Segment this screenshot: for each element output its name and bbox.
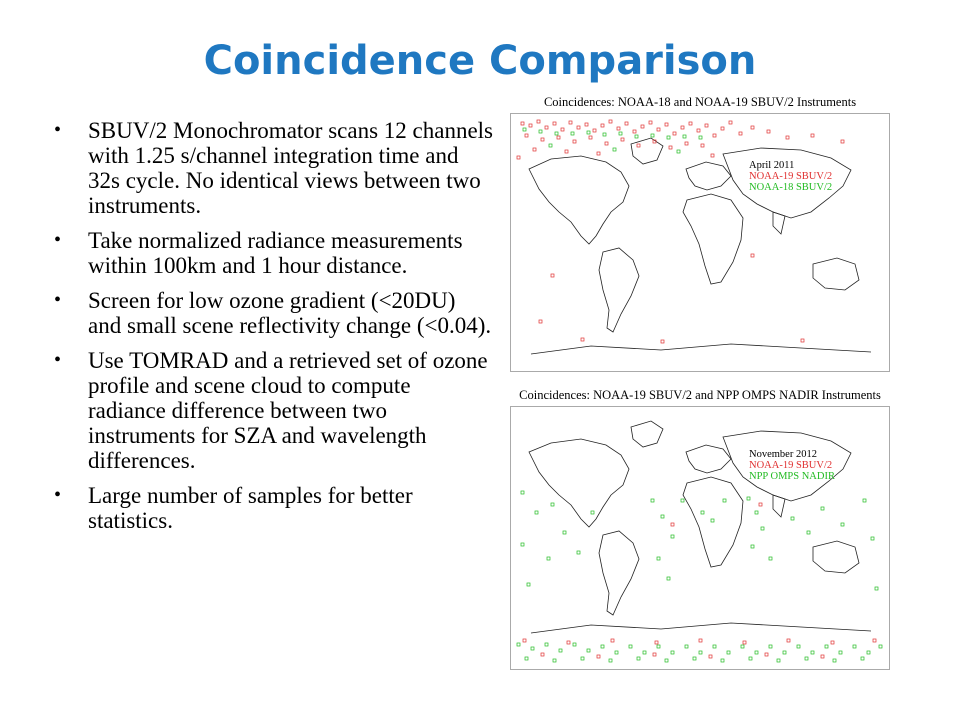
map-legend: November 2012 NOAA-19 SBUV/2 NPP OMPS NA… [749, 449, 835, 482]
bullet-dot: • [54, 229, 62, 251]
bullet-text: Screen for low ozone gradient (<20DU) an… [88, 288, 492, 338]
map-title: Coincidences: NOAA-19 SBUV/2 and NPP OMP… [519, 388, 881, 402]
world-map-image [516, 420, 883, 663]
legend-date: November 2012 [749, 449, 817, 460]
bullet-text: Large number of samples for better stati… [88, 483, 413, 533]
map-legend: April 2011 NOAA-19 SBUV/2 NOAA-18 SBUV/2 [749, 160, 832, 193]
map-frame: November 2012 NOAA-19 SBUV/2 NPP OMPS NA… [510, 406, 890, 670]
map-title: Coincidences: NOAA-18 and NOAA-19 SBUV/2… [543, 95, 857, 109]
world-map-image [516, 119, 872, 355]
map-frame: April 2011 NOAA-19 SBUV/2 NOAA-18 SBUV/2 [510, 113, 890, 372]
bullet-dot: • [54, 484, 62, 506]
bullet-item: • SBUV/2 Monochromator scans 12 channels … [54, 118, 494, 218]
bullet-text: SBUV/2 Monochromator scans 12 channels w… [88, 118, 493, 218]
bullet-item: • Take normalized radiance measurements w… [54, 228, 494, 278]
legend-green-series: NPP OMPS NADIR [749, 471, 835, 482]
bullet-dot: • [54, 349, 62, 371]
bullet-item: • Screen for low ozone gradient (<20DU) a… [54, 288, 494, 338]
bullet-list: • SBUV/2 Monochromator scans 12 channels … [54, 118, 494, 543]
coincidence-map-noaa19-npp: Coincidences: NOAA-19 SBUV/2 and NPP OMP… [510, 388, 890, 670]
bullet-text: Take normalized radiance measurements wi… [88, 228, 463, 278]
coincidence-map-noaa18-noaa19: Coincidences: NOAA-18 and NOAA-19 SBUV/2… [510, 95, 890, 372]
legend-green-series: NOAA-18 SBUV/2 [749, 182, 833, 193]
bullet-dot: • [54, 289, 62, 311]
slide-title: Coincidence Comparison [203, 38, 757, 84]
legend-red-series: NOAA-19 SBUV/2 [749, 460, 833, 471]
bullet-text: Use TOMRAD and a retrieved set of ozone … [88, 348, 488, 473]
bullet-item: • Use TOMRAD and a retrieved set of ozone… [54, 348, 494, 473]
legend-red-series: NOAA-19 SBUV/2 [749, 171, 833, 182]
bullet-item: • Large number of samples for better stat… [54, 483, 494, 533]
legend-date: April 2011 [749, 160, 795, 171]
bullet-dot: • [54, 119, 62, 141]
